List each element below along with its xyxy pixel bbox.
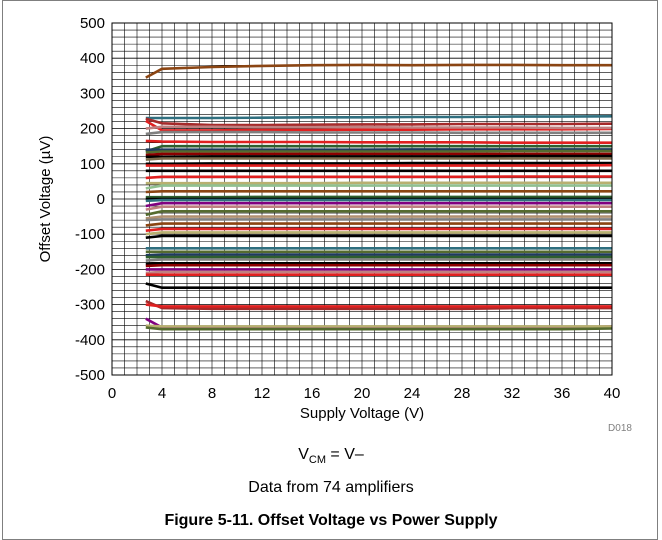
series-line-30 (146, 229, 612, 231)
y-tick-label: -500 (75, 367, 105, 384)
series-line-10 (146, 151, 612, 152)
series-line-12 (146, 156, 612, 157)
amplifier-count-note: Data from 74 amplifiers (0, 479, 662, 497)
x-tick-label: 4 (158, 385, 166, 402)
series-line-37 (146, 260, 612, 261)
x-tick-label: 12 (254, 385, 271, 402)
figure-code: D018 (608, 423, 632, 434)
y-tick-label: 500 (80, 15, 105, 32)
series-line-7 (146, 141, 612, 143)
vcm-main: V (298, 446, 309, 463)
series-line-23 (146, 200, 612, 201)
x-tick-label: 36 (554, 385, 571, 402)
series-line-43 (146, 284, 612, 288)
y-tick-labels: -500 -400 -300 -200 -100 0 100 200 300 400 500 (75, 15, 105, 384)
series-line-39 (146, 265, 612, 266)
series-line-35 (146, 255, 612, 256)
y-tick-label: -400 (75, 332, 105, 349)
series-line-32 (146, 236, 612, 238)
vcm-subscript: CM (309, 454, 326, 466)
y-tick-label: 400 (80, 50, 105, 67)
figure-caption: Figure 5-11. Offset Voltage vs Power Sup… (0, 512, 662, 530)
y-tick-label: -200 (75, 261, 105, 278)
y-axis-title: Offset Voltage (µV) (37, 136, 54, 263)
vcm-rest: = V– (326, 446, 364, 463)
series-line-20 (146, 191, 612, 192)
series-line-41 (146, 272, 612, 273)
vcm-condition: VCM = V– (0, 446, 662, 466)
y-tick-label: 100 (80, 156, 105, 173)
series-line-25 (146, 207, 612, 210)
series-line-1 (146, 65, 612, 78)
series-line-47 (146, 326, 612, 327)
x-tick-label: 24 (404, 385, 421, 402)
series-line-14 (146, 163, 612, 164)
series-lines (146, 65, 612, 329)
y-tick-label: -300 (75, 297, 105, 314)
x-tick-label: 0 (108, 385, 116, 402)
y-tick-label: 0 (97, 191, 105, 208)
series-line-6 (146, 132, 612, 134)
x-tick-label: 8 (208, 385, 216, 402)
x-tick-label: 28 (454, 385, 471, 402)
offset-voltage-chart: -500 -400 -300 -200 -100 0 100 200 300 400 500 0 4 8… (0, 0, 662, 440)
series-line-2 (146, 116, 612, 118)
x-tick-label: 16 (304, 385, 321, 402)
series-line-3 (146, 119, 612, 125)
series-line-13 (146, 159, 612, 160)
series-line-28 (146, 219, 612, 220)
series-line-17 (146, 177, 612, 178)
x-axis-title: Supply Voltage (V) (300, 405, 424, 422)
x-tick-label: 40 (604, 385, 621, 402)
y-tick-label: -100 (75, 226, 105, 243)
series-line-29 (146, 224, 612, 226)
y-tick-label: 300 (80, 85, 105, 102)
x-tick-labels: 0 4 8 12 16 20 24 28 32 36 40 (108, 385, 621, 402)
y-tick-label: 200 (80, 121, 105, 138)
x-tick-label: 20 (354, 385, 371, 402)
x-tick-label: 32 (504, 385, 521, 402)
series-line-19 (146, 186, 612, 189)
